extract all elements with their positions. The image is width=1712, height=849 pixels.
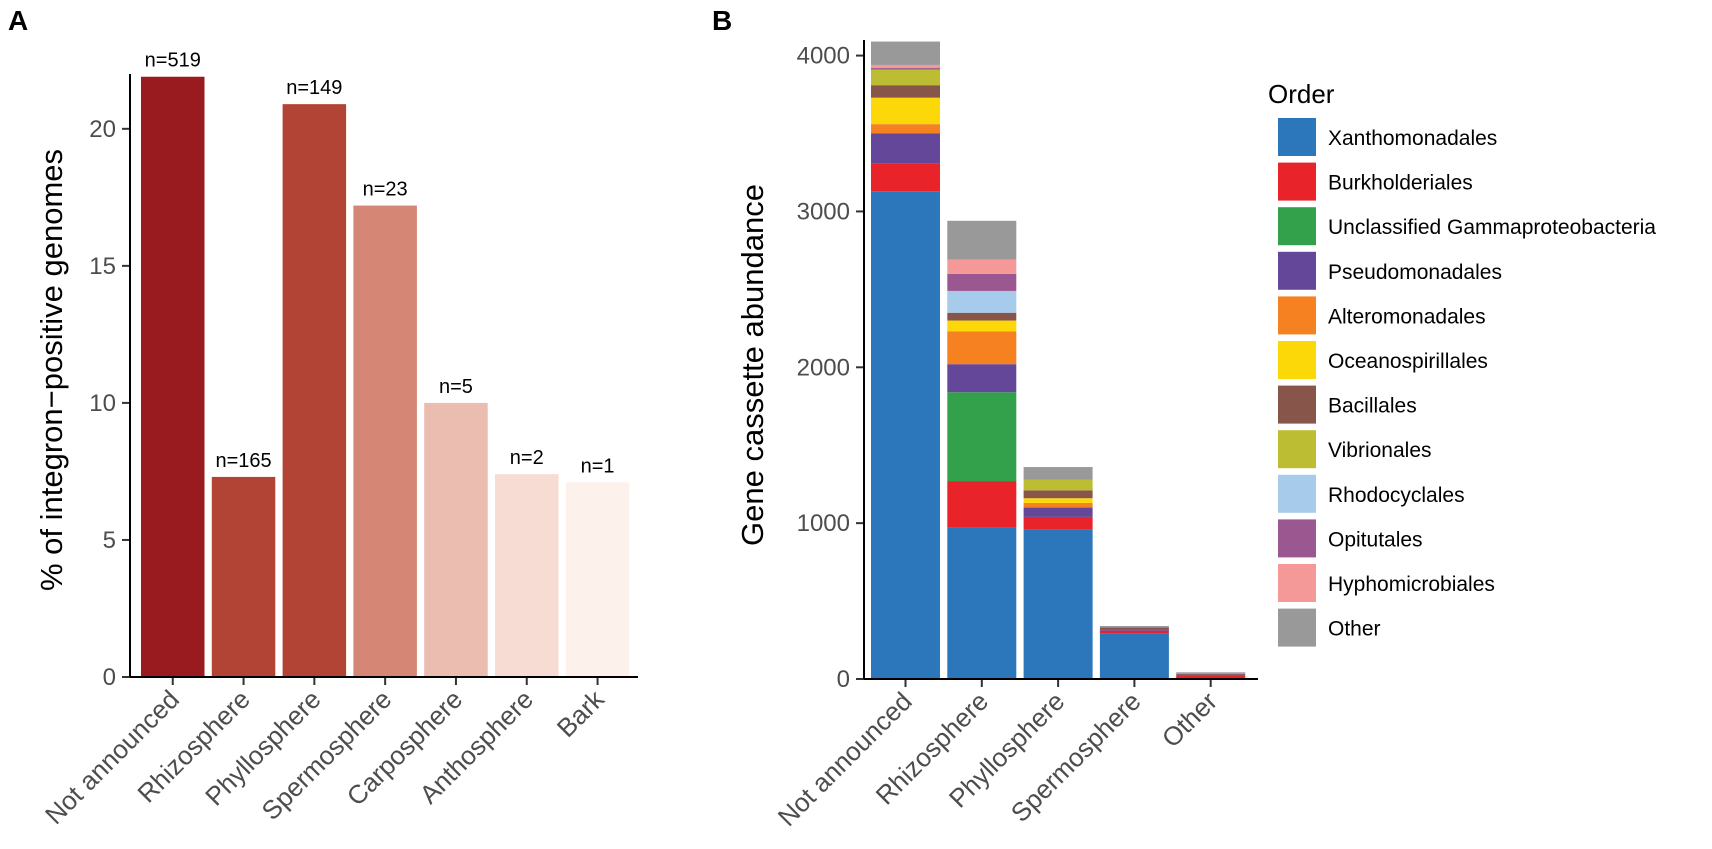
chart-b-segment-rhizosphere-unclassified-gammaproteobacteria [947, 392, 1017, 482]
chart-b-segment-not-announced-other [871, 41, 940, 65]
chart-a-bar-bark [565, 482, 630, 677]
chart-a-n-label: n=149 [286, 77, 342, 99]
chart-b-segment-phyllosphere-bacillales [1023, 490, 1093, 499]
chart-a-ylabel: % of integron−positive genomes [34, 149, 69, 591]
legend-label-other: Other [1328, 618, 1381, 641]
legend-label-opitutales: Opitutales [1328, 528, 1423, 551]
chart-b-segment-not-announced-vibrionales [871, 69, 940, 86]
chart-a-n-label: n=5 [439, 376, 473, 398]
chart-b-segment-not-announced-pseudomonadales [871, 133, 940, 164]
chart-b-segment-phyllosphere-burkholderiales [1023, 516, 1093, 530]
chart-b-segment-not-announced-hyphomicrobiales [871, 64, 940, 69]
chart-a-n-label: n=1 [581, 455, 615, 477]
chart-b-segment-rhizosphere-hyphomicrobiales [947, 259, 1017, 274]
legend-key-other [1276, 606, 1318, 649]
chart-a-n-label: n=23 [363, 179, 408, 201]
chart-b-segment-phyllosphere-oceanospirillales [1023, 498, 1093, 503]
chart-b-segment-spermosphere-pseudomonadales [1099, 629, 1169, 631]
chart-b-segment-rhizosphere-xanthomonadales [947, 527, 1017, 679]
chart-b-segment-phyllosphere-pseudomonadales [1023, 507, 1093, 517]
chart-b-xtick-label: Not announced [772, 686, 918, 832]
chart-b-segment-rhizosphere-burkholderiales [947, 481, 1017, 528]
legend-title: Order [1268, 79, 1335, 109]
legend-label-bacillales: Bacillales [1328, 395, 1417, 418]
chart-b-ytick-label: 2000 [797, 354, 850, 381]
chart-b-segment-rhizosphere-other [947, 220, 1017, 260]
chart-b-segment-rhizosphere-pseudomonadales [947, 364, 1017, 393]
legend-label-xanthomonadales: Xanthomonadales [1328, 127, 1497, 150]
chart-b-ytick-label: 1000 [797, 510, 850, 537]
chart-b-segment-spermosphere-other [1099, 626, 1169, 628]
chart-a-bar-rhizosphere [211, 476, 276, 677]
chart-a-n-label: n=519 [145, 50, 201, 72]
chart-b-segment-not-announced-xanthomonadales [871, 191, 940, 680]
chart-b-segment-spermosphere-burkholderiales [1099, 630, 1169, 634]
legend-key-opitutales [1276, 517, 1318, 560]
chart-b-segment-rhizosphere-oceanospirillales [947, 320, 1017, 332]
chart-b-legend: Order Xanthomonadales Burkholderiales Uncl… [1268, 79, 1656, 649]
chart-b-segment-other-bacillales [1176, 673, 1246, 675]
legend-label-rhodocyclales: Rhodocyclales [1328, 484, 1465, 507]
legend-label-unclassified-gammaproteobacteria: Unclassified Gammaproteobacteria [1328, 216, 1656, 239]
legend-label-burkholderiales: Burkholderiales [1328, 172, 1473, 195]
chart-b-segment-phyllosphere-xanthomonadales [1023, 529, 1093, 679]
chart-a-ytick-label: 0 [103, 664, 116, 691]
chart-b-segment-other-pseudomonadales [1176, 674, 1246, 676]
chart-b-ylabel: Gene cassette abundance [735, 184, 770, 546]
chart-a-ytick-label: 10 [89, 390, 116, 417]
chart-b-segment-rhizosphere-rhodocyclales [947, 290, 1017, 313]
chart-a-ytick-label: 15 [89, 253, 116, 280]
legend-key-oceanospirillales [1276, 339, 1318, 381]
legend-label-hyphomicrobiales: Hyphomicrobiales [1328, 573, 1495, 596]
chart-b: Gene cassette abundance 0 1000 2000 3000 400… [735, 40, 1258, 832]
chart-a-bar-carposphere [424, 402, 488, 677]
chart-a-ytick-label: 5 [103, 527, 116, 554]
legend-key-bacillales [1276, 383, 1318, 426]
chart-a-bar-phyllosphere [282, 104, 347, 677]
panel-letter-a: A [8, 5, 28, 36]
chart-b-segment-not-announced-opitutales [871, 68, 940, 70]
legend-label-alteromonadales: Alteromonadales [1328, 305, 1486, 328]
legend-key-vibrionales [1276, 428, 1318, 471]
chart-b-segment-not-announced-alteromonadales [871, 124, 940, 134]
legend-key-alteromonadales [1276, 294, 1318, 337]
chart-a-bar-not-announced [141, 76, 205, 677]
legend-label-oceanospirillales: Oceanospirillales [1328, 350, 1488, 373]
chart-b-segment-spermosphere-bacillales [1099, 627, 1169, 630]
chart-b-xtick-label: Other [1156, 686, 1223, 753]
chart-a-xtick-label: Bark [551, 683, 611, 743]
legend-key-hyphomicrobiales [1276, 562, 1318, 604]
chart-b-segment-rhizosphere-bacillales [947, 312, 1017, 321]
legend-label-pseudomonadales: Pseudomonadales [1328, 261, 1502, 284]
legend-label-vibrionales: Vibrionales [1328, 439, 1432, 462]
chart-b-segment-phyllosphere-other [1023, 467, 1093, 480]
panel-letter-b: B [712, 5, 732, 36]
legend-key-burkholderiales [1276, 160, 1318, 203]
chart-a-bar-anthosphere [495, 474, 559, 677]
chart-a-n-label: n=165 [215, 450, 271, 472]
chart-b-ytick-label: 0 [837, 666, 850, 693]
chart-a-n-label: n=2 [510, 447, 544, 469]
legend-key-xanthomonadales [1276, 116, 1318, 158]
chart-a: % of integron−positive genomes 0 5 10 15 20 n… [34, 50, 638, 830]
chart-b-ytick-label: 3000 [797, 198, 850, 225]
legend-key-unclassified-gammaproteobacteria [1276, 205, 1318, 248]
chart-a-ytick-label: 20 [89, 116, 116, 143]
chart-b-segment-spermosphere-xanthomonadales [1099, 633, 1169, 679]
chart-b-xtick-label: Spermosphere [1005, 686, 1147, 828]
chart-b-segment-phyllosphere-vibrionales [1023, 479, 1093, 491]
chart-b-ytick-label: 4000 [797, 43, 850, 70]
chart-b-segment-other-other [1176, 672, 1246, 674]
chart-b-segment-rhizosphere-alteromonadales [947, 331, 1017, 365]
chart-a-bar-spermosphere [353, 205, 417, 677]
chart-b-segment-rhizosphere-opitutales [947, 273, 1017, 291]
chart-b-segment-other-burkholderiales [1176, 675, 1246, 679]
legend-key-rhodocyclales [1276, 472, 1318, 515]
chart-b-segment-phyllosphere-alteromonadales [1023, 502, 1093, 508]
chart-b-segment-not-announced-bacillales [871, 85, 940, 98]
legend-key-pseudomonadales [1276, 249, 1318, 292]
chart-b-segment-not-announced-oceanospirillales [871, 97, 940, 125]
chart-b-segment-not-announced-burkholderiales [871, 163, 940, 192]
